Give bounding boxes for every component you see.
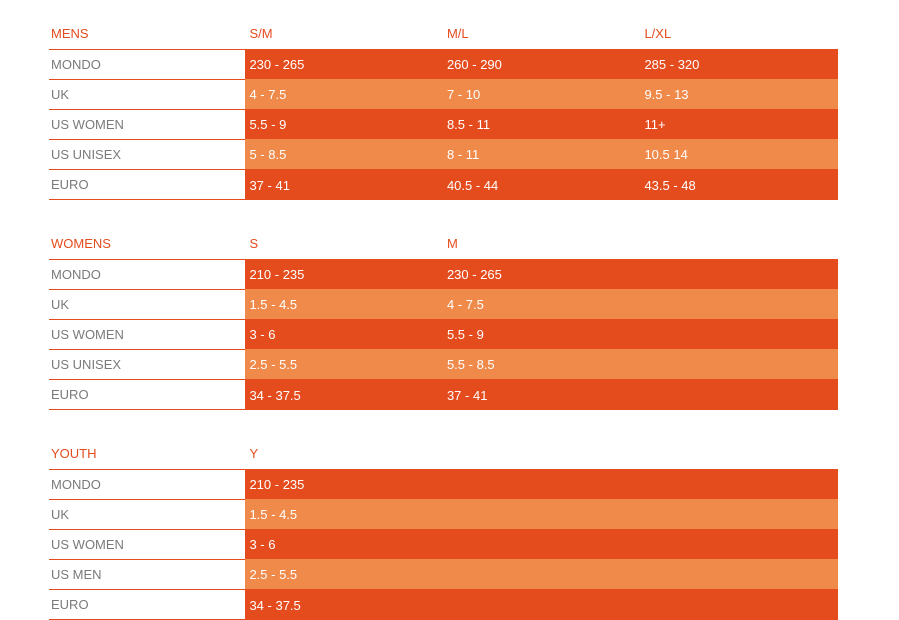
size-value [443, 500, 641, 530]
table-row: UK1.5 - 4.54 - 7.5 [49, 290, 838, 320]
size-value: 5 - 8.5 [245, 140, 443, 170]
size-value: 1.5 - 4.5 [245, 500, 443, 530]
size-value: 37 - 41 [443, 380, 641, 410]
row-label: UK [49, 80, 245, 110]
row-label: EURO [49, 380, 245, 410]
size-header [640, 228, 838, 260]
size-value [443, 470, 641, 500]
size-table-youth: YOUTHYMONDO210 - 235UK1.5 - 4.5US WOMEN3… [49, 438, 838, 620]
table-header-row: MENSS/MM/LL/XL [49, 18, 838, 50]
table-row: US UNISEX2.5 - 5.55.5 - 8.5 [49, 350, 838, 380]
size-header: L/XL [640, 18, 838, 50]
size-value: 37 - 41 [245, 170, 443, 200]
size-value: 5.5 - 8.5 [443, 350, 641, 380]
row-label: MONDO [49, 50, 245, 80]
table-header-row: YOUTHY [49, 438, 838, 470]
table-row: US WOMEN3 - 65.5 - 9 [49, 320, 838, 350]
row-label: EURO [49, 170, 245, 200]
size-value: 5.5 - 9 [443, 320, 641, 350]
size-header [443, 438, 641, 470]
row-label: US UNISEX [49, 350, 245, 380]
size-value: 2.5 - 5.5 [245, 560, 443, 590]
table-row: EURO34 - 37.537 - 41 [49, 380, 838, 410]
size-value: 7 - 10 [443, 80, 641, 110]
size-value [443, 560, 641, 590]
size-value [640, 380, 838, 410]
table-row: UK4 - 7.57 - 109.5 - 13 [49, 80, 838, 110]
size-value [640, 530, 838, 560]
table-row: US WOMEN5.5 - 98.5 - 1111+ [49, 110, 838, 140]
table-title: YOUTH [49, 438, 245, 470]
size-value [640, 320, 838, 350]
size-value: 4 - 7.5 [245, 80, 443, 110]
row-label: US UNISEX [49, 140, 245, 170]
table-header-row: WOMENSSM [49, 228, 838, 260]
size-value [640, 290, 838, 320]
table-row: US UNISEX5 - 8.58 - 1110.5 14 [49, 140, 838, 170]
size-table-mens: MENSS/MM/LL/XLMONDO230 - 265260 - 290285… [49, 18, 838, 200]
row-label: US WOMEN [49, 320, 245, 350]
size-value: 10.5 14 [640, 140, 838, 170]
size-value: 210 - 235 [245, 470, 443, 500]
row-label: US MEN [49, 560, 245, 590]
size-value: 230 - 265 [245, 50, 443, 80]
size-value: 34 - 37.5 [245, 380, 443, 410]
size-value: 1.5 - 4.5 [245, 290, 443, 320]
table-row: US MEN2.5 - 5.5 [49, 560, 838, 590]
size-value: 11+ [640, 110, 838, 140]
row-label: UK [49, 500, 245, 530]
table-row: MONDO230 - 265260 - 290285 - 320 [49, 50, 838, 80]
size-value [443, 530, 641, 560]
size-header: S [245, 228, 443, 260]
table-row: US WOMEN3 - 6 [49, 530, 838, 560]
size-value: 3 - 6 [245, 320, 443, 350]
table-row: MONDO210 - 235230 - 265 [49, 260, 838, 290]
size-value: 4 - 7.5 [443, 290, 641, 320]
table-title: MENS [49, 18, 245, 50]
row-label: UK [49, 290, 245, 320]
size-value: 2.5 - 5.5 [245, 350, 443, 380]
size-table-womens: WOMENSSMMONDO210 - 235230 - 265UK1.5 - 4… [49, 228, 838, 410]
table-row: UK1.5 - 4.5 [49, 500, 838, 530]
size-value: 210 - 235 [245, 260, 443, 290]
size-value: 40.5 - 44 [443, 170, 641, 200]
size-value: 8.5 - 11 [443, 110, 641, 140]
size-header [640, 438, 838, 470]
size-header: Y [245, 438, 443, 470]
size-value: 43.5 - 48 [640, 170, 838, 200]
table-title: WOMENS [49, 228, 245, 260]
table-row: MONDO210 - 235 [49, 470, 838, 500]
size-value [640, 560, 838, 590]
size-value: 5.5 - 9 [245, 110, 443, 140]
row-label: US WOMEN [49, 110, 245, 140]
size-value [640, 350, 838, 380]
size-tables-container: MENSS/MM/LL/XLMONDO230 - 265260 - 290285… [49, 18, 850, 620]
size-value: 260 - 290 [443, 50, 641, 80]
size-value: 8 - 11 [443, 140, 641, 170]
size-value: 9.5 - 13 [640, 80, 838, 110]
table-row: EURO37 - 4140.5 - 4443.5 - 48 [49, 170, 838, 200]
size-value [640, 500, 838, 530]
row-label: MONDO [49, 260, 245, 290]
size-header: S/M [245, 18, 443, 50]
row-label: US WOMEN [49, 530, 245, 560]
size-header: M [443, 228, 641, 260]
size-value [640, 470, 838, 500]
size-value: 3 - 6 [245, 530, 443, 560]
size-value: 230 - 265 [443, 260, 641, 290]
size-header: M/L [443, 18, 641, 50]
size-value [640, 260, 838, 290]
size-value: 285 - 320 [640, 50, 838, 80]
row-label: MONDO [49, 470, 245, 500]
